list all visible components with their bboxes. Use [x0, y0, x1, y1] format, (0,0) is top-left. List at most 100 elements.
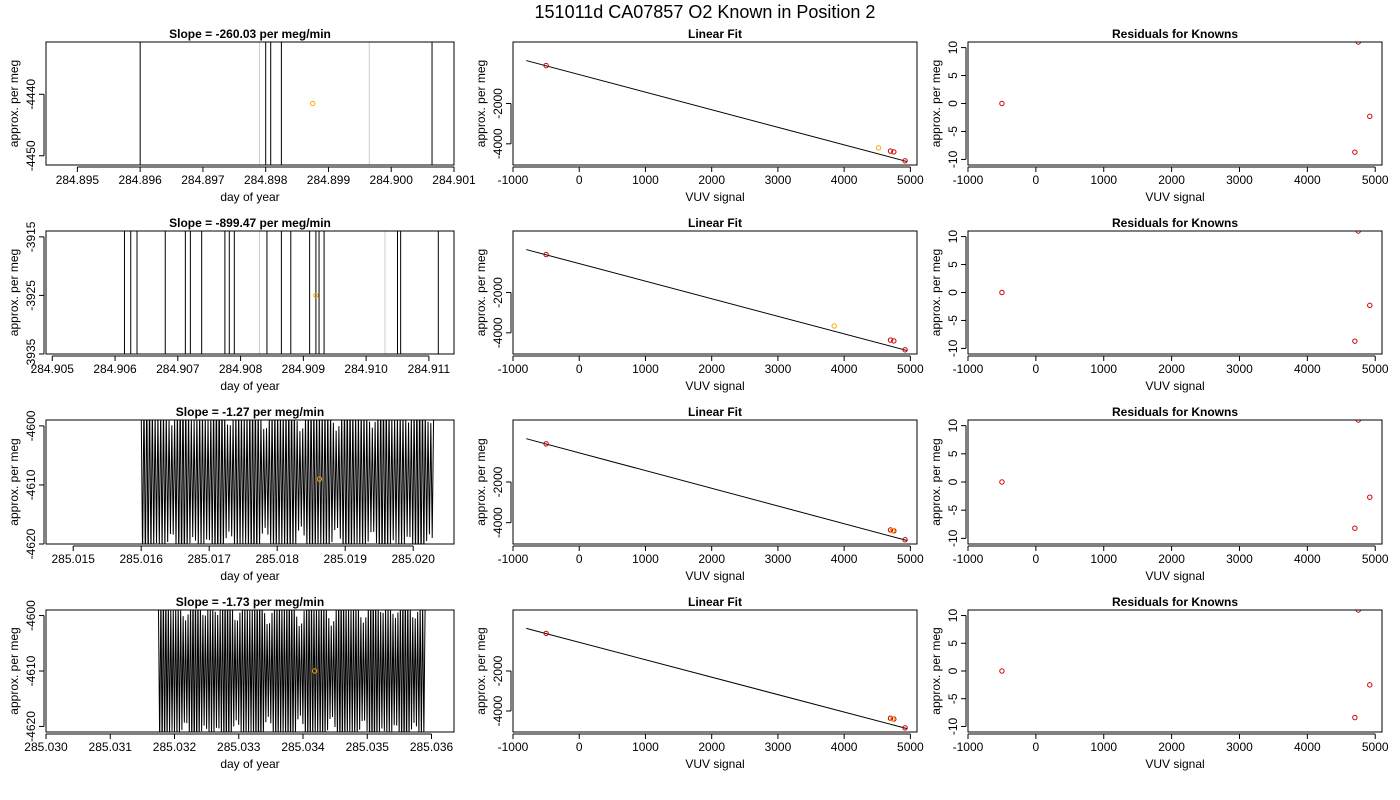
y-tick-label: 5	[946, 72, 960, 79]
sample-point	[889, 716, 896, 722]
y-tick-label: -3915	[24, 221, 38, 252]
residual-point	[999, 479, 1005, 485]
y-tick-label: -4450	[24, 140, 38, 171]
y-axis-title: approx. per meg	[7, 627, 21, 714]
x-tick-label: 284.910	[344, 362, 388, 376]
y-tick-label: -10	[946, 717, 960, 735]
y-axis-title: approx. per meg	[929, 438, 943, 525]
y-tick-label: 0	[946, 289, 960, 296]
plot-area	[123, 231, 439, 354]
y-axis-title: approx. per meg	[7, 249, 21, 336]
x-tick-label: -1000	[498, 362, 529, 376]
x-tick-label: 284.909	[282, 362, 326, 376]
y-tick-label: -4000	[491, 317, 505, 348]
y-tick-label: -4000	[491, 695, 505, 726]
data-series-line	[157, 610, 426, 732]
plot-frame	[512, 609, 918, 733]
y-axis-title: approx. per meg	[929, 60, 943, 147]
residual-point	[999, 289, 1005, 296]
plot-area	[999, 610, 1373, 721]
x-axis-title: day of year	[220, 190, 279, 204]
known-point	[543, 62, 549, 69]
x-axis-title: VUV signal	[1145, 757, 1204, 771]
known-point	[902, 158, 908, 164]
y-tick-label: -3935	[24, 338, 38, 369]
panel-title: Linear Fit	[688, 405, 742, 419]
plot-frame	[967, 230, 1383, 355]
x-tick-label: 2000	[698, 552, 725, 566]
plot-frame	[512, 419, 918, 545]
x-axis-title: VUV signal	[1145, 190, 1204, 204]
x-tick-label: 2000	[1158, 552, 1185, 566]
x-tick-label: 1000	[1090, 173, 1117, 187]
y-axis-title: approx. per meg	[7, 438, 21, 525]
x-tick-label: 4000	[831, 362, 858, 376]
residual-point	[999, 100, 1005, 107]
residual-point	[1367, 302, 1373, 309]
x-axis-title: VUV signal	[685, 190, 744, 204]
y-tick-label: -4610	[24, 469, 38, 500]
y-tick-label: -3925	[24, 280, 38, 311]
panel-7: Linear Fit -1000 0 1000 2000 3000 4000 5000 VUV …	[474, 405, 924, 583]
fit-line	[526, 627, 908, 730]
x-tick-label: 5000	[897, 740, 924, 754]
x-tick-label: -1000	[953, 552, 984, 566]
y-tick-label: -4600	[24, 600, 38, 631]
x-tick-label: 284.900	[370, 173, 414, 187]
y-tick-label: -5	[946, 505, 960, 516]
sample-point	[875, 145, 882, 151]
sample-point	[889, 527, 896, 534]
plot-area	[139, 42, 433, 165]
x-tick-label: 1000	[632, 362, 659, 376]
plot-area	[157, 610, 426, 732]
y-axis-title: approx. per meg	[474, 60, 488, 147]
x-tick-label: 285.032	[153, 740, 197, 754]
known-point	[891, 149, 897, 155]
x-tick-label: 2000	[698, 173, 725, 187]
x-tick-label: 5000	[1362, 740, 1389, 754]
x-axis-title: day of year	[220, 379, 279, 393]
panel-2: Slope = -899.47 per meg/min 284.905 284.90…	[7, 216, 455, 393]
sample-point	[313, 292, 319, 299]
x-tick-label: 4000	[1294, 173, 1321, 187]
y-tick-label: -10	[946, 150, 960, 168]
y-tick-label: -4000	[491, 507, 505, 538]
y-axis-title: approx. per meg	[929, 249, 943, 336]
plot-area	[999, 231, 1373, 344]
known-point	[902, 347, 908, 353]
y-axis-title: approx. per meg	[929, 627, 943, 714]
panel-title: Slope = -899.47 per meg/min	[169, 216, 331, 230]
y-tick-label: 0	[946, 100, 960, 107]
x-tick-label: 285.034	[281, 740, 325, 754]
y-tick-label: 5	[946, 261, 960, 268]
x-tick-label: -1000	[498, 173, 529, 187]
y-tick-label: 5	[946, 640, 960, 647]
panels: Slope = -260.03 per meg/min 284.895 284.89…	[7, 27, 1389, 771]
data-series-line	[140, 420, 435, 544]
x-axis-title: VUV signal	[685, 569, 744, 583]
y-tick-label: 0	[946, 667, 960, 674]
x-tick-label: 0	[1033, 740, 1040, 754]
fit-line	[526, 60, 908, 163]
plot-area	[526, 627, 908, 731]
panel-title: Slope = -260.03 per meg/min	[169, 27, 331, 41]
x-tick-label: 2000	[698, 362, 725, 376]
residual-point	[1352, 149, 1358, 155]
known-point	[543, 630, 549, 637]
x-tick-label: 1000	[1090, 552, 1117, 566]
plot-area	[526, 249, 908, 353]
y-tick-label: 10	[946, 609, 960, 623]
sample-point	[311, 668, 318, 674]
x-tick-label: 285.017	[188, 552, 232, 566]
x-tick-label: 3000	[765, 362, 792, 376]
plot-frame	[45, 230, 455, 355]
residual-point	[1352, 714, 1358, 721]
residual-point	[1355, 42, 1361, 45]
y-tick-label: 0	[946, 478, 960, 485]
x-tick-label: 285.020	[392, 552, 436, 566]
panel-title: Residuals for Knowns	[1112, 595, 1238, 609]
known-point	[891, 338, 897, 344]
plot-area	[999, 42, 1373, 155]
known-point	[902, 725, 908, 731]
x-tick-label: 4000	[1294, 552, 1321, 566]
